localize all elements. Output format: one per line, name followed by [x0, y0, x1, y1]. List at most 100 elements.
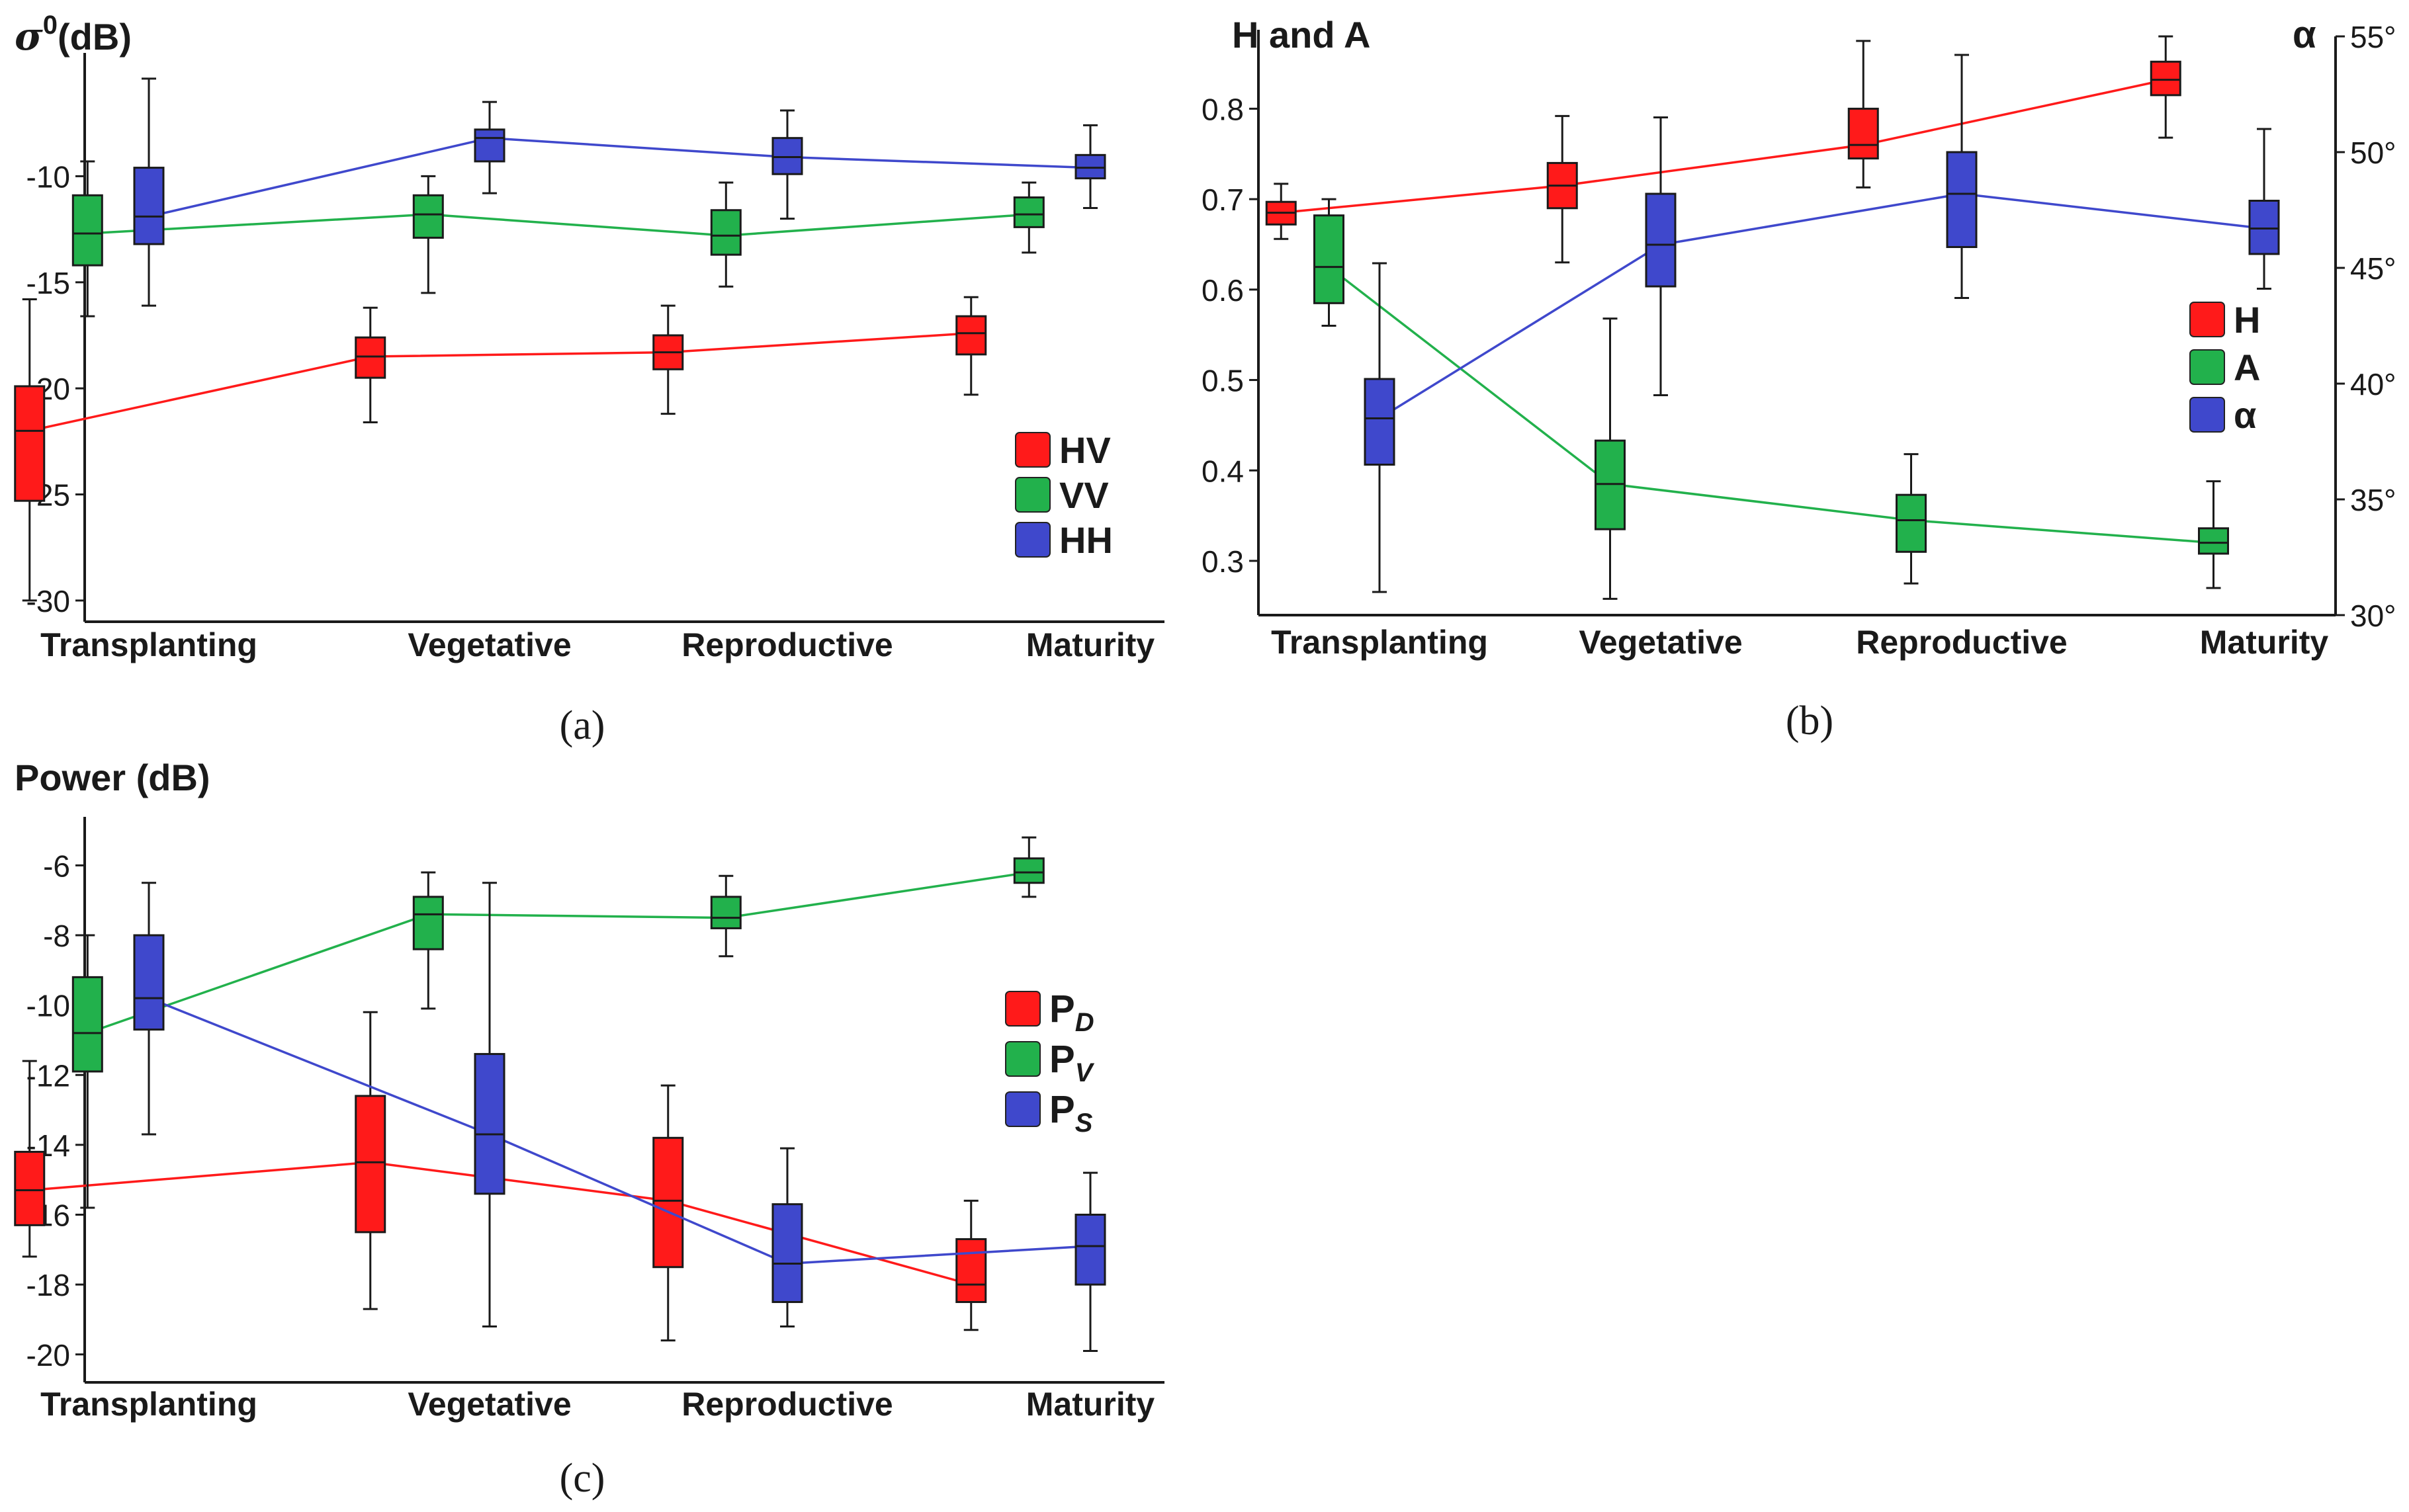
box-plot	[2198, 480, 2229, 589]
box-plot	[71, 160, 103, 317]
legend-label: HH	[1059, 519, 1113, 561]
series-PS	[133, 882, 1106, 1352]
y-tick-label: -15	[26, 266, 70, 300]
legend-swatch	[2189, 349, 2225, 385]
x-tick-label: Vegetative	[408, 626, 571, 663]
panel-caption: (c)	[560, 1456, 605, 1501]
legend-swatch	[1005, 1091, 1041, 1127]
box-plot	[355, 1011, 386, 1310]
y2-tick-label: 35°	[2350, 483, 2396, 517]
legend: HAα	[2189, 299, 2260, 436]
box-iqr	[412, 896, 444, 950]
y2-tick-label: 45°	[2350, 251, 2396, 286]
box-iqr	[955, 1238, 987, 1304]
legend-label: PV	[1049, 1038, 1095, 1087]
box-iqr	[71, 194, 103, 267]
box-iqr	[1013, 857, 1045, 884]
y-tick-label: -10	[26, 159, 70, 194]
box-plot	[133, 882, 165, 1136]
legend-label: PD	[1049, 987, 1094, 1037]
box-plot	[1896, 453, 1927, 585]
box-plot	[2150, 35, 2181, 139]
series-line	[1281, 78, 2166, 214]
box-iqr	[412, 194, 444, 239]
box-plot	[14, 298, 46, 602]
x-tick-label: Transplanting	[40, 1386, 257, 1423]
x-tick-label: Transplanting	[40, 626, 257, 663]
y-tick-label: 0.7	[1202, 183, 1244, 217]
x-tick-label: Reproductive	[1856, 624, 2068, 661]
box-iqr	[133, 934, 165, 1031]
box-plot	[955, 296, 987, 396]
legend-swatch	[2189, 302, 2225, 337]
box-iqr	[955, 315, 987, 356]
chart-title: H and A	[1232, 14, 1370, 56]
box-iqr	[1847, 107, 1879, 160]
series-A	[1313, 198, 2229, 600]
box-iqr	[1364, 378, 1395, 466]
box-plot	[355, 306, 386, 423]
box-plot	[1013, 181, 1045, 254]
box-iqr	[1074, 1214, 1106, 1286]
legend-label-subscript: V	[1075, 1058, 1095, 1087]
box-plot	[710, 874, 742, 958]
legend-item: α	[2189, 394, 2256, 436]
y2-tick-label: 55°	[2350, 20, 2396, 54]
series-PD	[14, 1011, 987, 1342]
box-iqr	[2150, 60, 2181, 97]
box-iqr	[133, 167, 165, 245]
y-tick-label: -12	[26, 1058, 70, 1093]
series-VV	[71, 160, 1045, 317]
box-plot	[133, 77, 165, 307]
legend-label-main: P	[1049, 1038, 1075, 1081]
legend-swatch	[1005, 991, 1041, 1027]
legend-swatch	[1015, 477, 1051, 513]
box-iqr	[1313, 214, 1344, 304]
box-plot	[1595, 317, 1626, 600]
x-tick-label: Reproductive	[681, 1386, 893, 1423]
box-plot	[1013, 836, 1045, 898]
box-iqr	[14, 385, 46, 502]
box-iqr	[474, 128, 505, 163]
series-α	[1364, 54, 2280, 593]
legend-label-main: P	[1049, 987, 1075, 1030]
panel-caption: (a)	[560, 703, 605, 748]
box-iqr	[710, 209, 742, 256]
x-tick-label: Reproductive	[681, 626, 893, 663]
legend-item: PV	[1005, 1038, 1095, 1087]
box-plot	[652, 1084, 684, 1342]
legend-label: VV	[1059, 474, 1109, 516]
legend-swatch	[1015, 522, 1051, 558]
box-iqr	[710, 896, 742, 929]
box-plot	[71, 934, 103, 1209]
legend-item: A	[2189, 347, 2260, 388]
box-plot	[652, 304, 684, 415]
y2-tick-label: 50°	[2350, 136, 2396, 170]
y2-tick-label: 30°	[2350, 599, 2396, 633]
series-line	[29, 1161, 972, 1286]
box-iqr	[1013, 196, 1045, 228]
x-tick-label: Transplanting	[1271, 624, 1488, 661]
chart-title-symbol: σ	[15, 14, 43, 59]
chart-title: σ0(dB)	[15, 11, 132, 59]
box-plot	[1074, 1171, 1106, 1352]
box-iqr	[2248, 200, 2280, 255]
box-plot	[1946, 54, 1978, 299]
series-HV	[14, 296, 987, 602]
legend-label-main: P	[1049, 1088, 1075, 1131]
legend-label: H	[2234, 299, 2260, 341]
y-tick-label: -8	[43, 919, 70, 953]
y2-tick-label: 40°	[2350, 367, 2396, 401]
box-plot	[474, 882, 505, 1327]
series-line	[148, 136, 1091, 218]
series-line	[87, 871, 1029, 1034]
y-tick-label: 0.6	[1202, 273, 1244, 308]
box-plot	[710, 181, 742, 288]
legend-item: HH	[1015, 519, 1113, 561]
series-HH	[133, 77, 1106, 307]
box-plot	[955, 1199, 987, 1331]
box-iqr	[652, 1136, 684, 1269]
